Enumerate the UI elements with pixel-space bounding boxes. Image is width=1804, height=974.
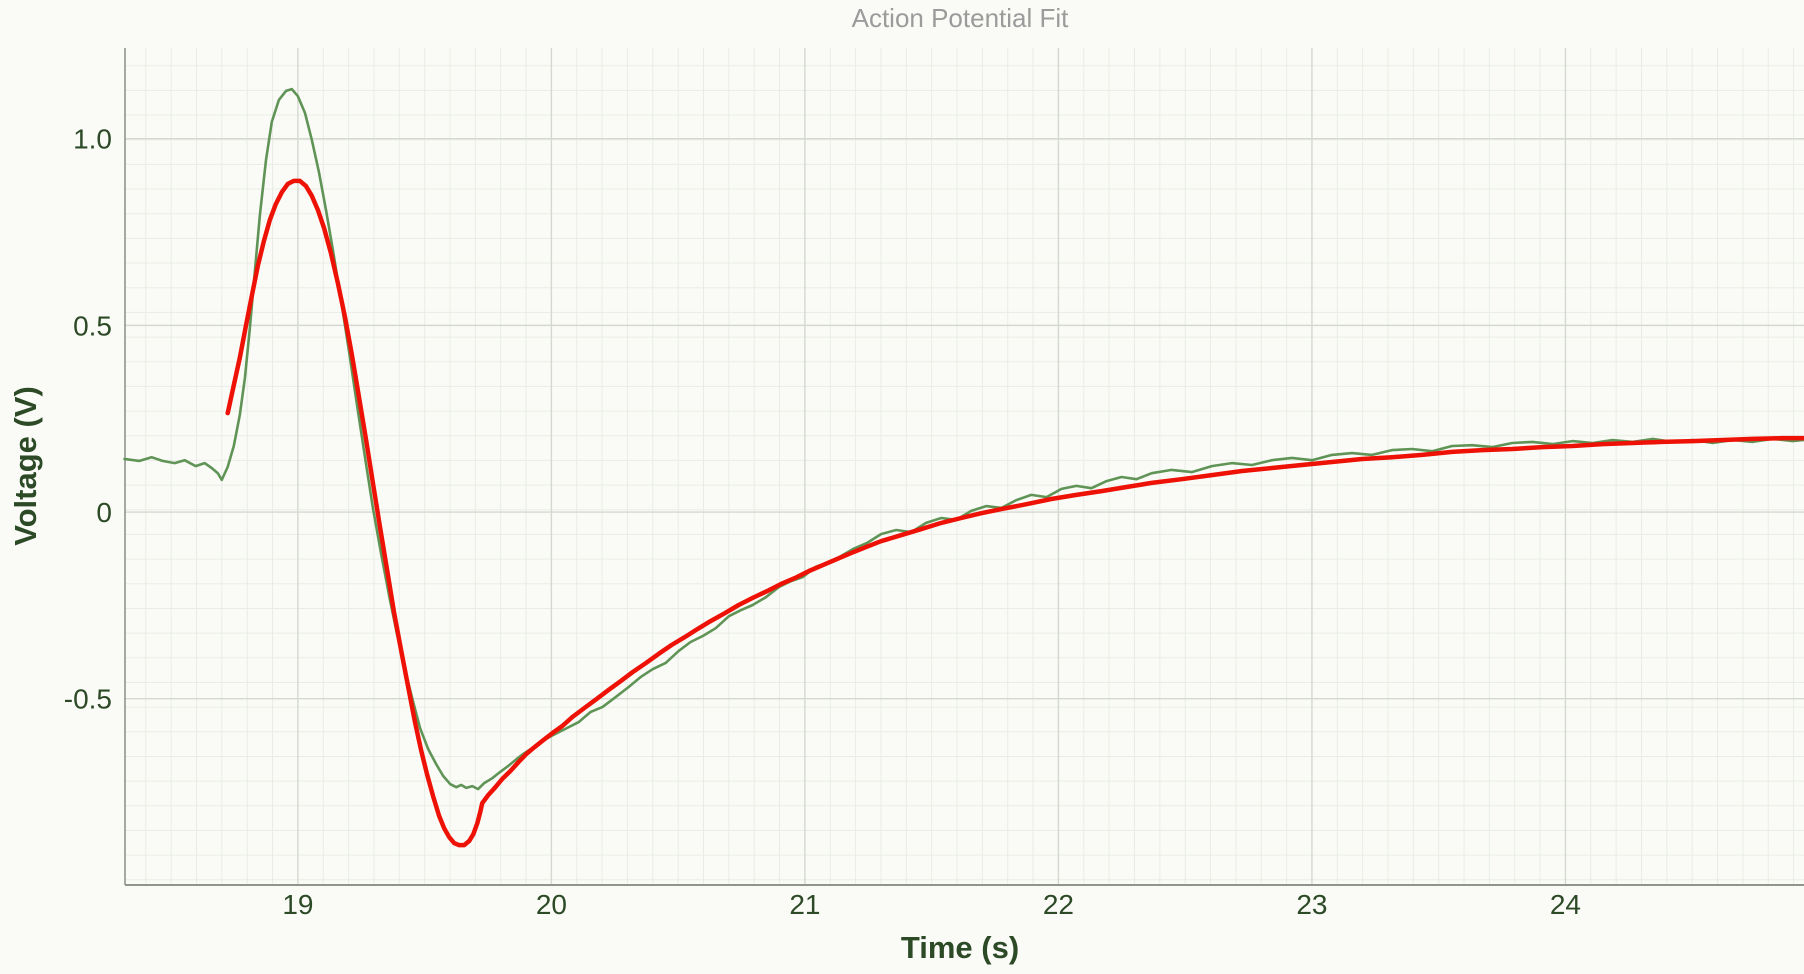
- x-axis-tick-labels: 19 20 21 22 23 24: [282, 889, 1581, 920]
- y-tick-label: 0.5: [73, 310, 112, 341]
- x-tick-label: 20: [536, 889, 567, 920]
- plot-area[interactable]: [125, 48, 1804, 885]
- x-tick-label: 19: [282, 889, 313, 920]
- y-axis-title: Voltage (V): [8, 386, 43, 546]
- x-axis-title: Time (s): [901, 930, 1019, 965]
- chart-title: Action Potential Fit: [852, 3, 1070, 33]
- y-axis-tick-labels: -0.5 0 0.5 1.0: [64, 124, 112, 715]
- y-tick-label: 1.0: [73, 124, 112, 155]
- x-tick-label: 21: [789, 889, 820, 920]
- y-tick-label: -0.5: [64, 684, 112, 715]
- x-tick-label: 24: [1550, 889, 1581, 920]
- x-tick-label: 23: [1296, 889, 1327, 920]
- recorded-data-trace[interactable]: [123, 87, 1804, 791]
- major-grid: [125, 48, 1804, 885]
- fit-curve-trace[interactable]: [225, 178, 1804, 848]
- axis-lines: [124, 48, 1804, 886]
- series-group: [123, 87, 1804, 848]
- y-tick-label: 0: [96, 497, 112, 528]
- x-tick-label: 22: [1043, 889, 1074, 920]
- minor-grid: [125, 48, 1804, 885]
